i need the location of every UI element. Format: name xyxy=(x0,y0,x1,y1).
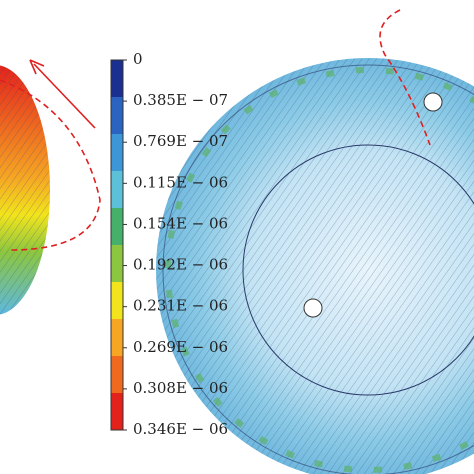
colorbar-label: 0.192E − 06 xyxy=(133,256,228,274)
dashed-outline xyxy=(379,9,431,146)
disk-hatch xyxy=(156,58,474,474)
inner-ring xyxy=(242,144,474,396)
colorbar-segment xyxy=(111,319,123,357)
colorbar-segment xyxy=(111,60,123,98)
colorbar-segment xyxy=(111,134,123,172)
left-field xyxy=(0,59,101,315)
colorbar-label: 0.385E − 07 xyxy=(133,91,228,109)
vector-hatch xyxy=(0,65,50,315)
colorbar-segment xyxy=(111,171,123,209)
outer-ring xyxy=(162,64,474,474)
colorbar-label: 0.231E − 06 xyxy=(133,297,228,315)
colorbar-label: 0.346E − 06 xyxy=(133,420,228,438)
hole xyxy=(303,298,323,318)
colorbar-segment xyxy=(111,282,123,320)
colorbar-segment xyxy=(111,208,123,246)
colorbar-segment xyxy=(111,356,123,394)
colorbar-label: 0.769E − 07 xyxy=(133,132,228,150)
right-field xyxy=(156,9,474,474)
arrow xyxy=(33,63,96,129)
colorbar-segment xyxy=(111,393,123,431)
colorbar-segment xyxy=(111,245,123,283)
colorbar: 0 0.385E − 07 0.769E − 07 0.115E − 06 0.154E… xyxy=(110,50,228,438)
colorbar-label: 0.308E − 06 xyxy=(133,379,228,397)
hole xyxy=(423,92,443,112)
colorbar-segment xyxy=(111,97,123,135)
colorbar-label: 0.115E − 06 xyxy=(133,173,228,191)
arrow-head xyxy=(29,59,45,75)
colorbar-frame xyxy=(110,59,124,431)
colorbar-label: 0 xyxy=(133,50,143,68)
colorbar-label: 0.154E − 06 xyxy=(133,214,228,232)
dashed-outline xyxy=(0,79,101,251)
colorbar-label: 0.269E − 06 xyxy=(133,338,228,356)
